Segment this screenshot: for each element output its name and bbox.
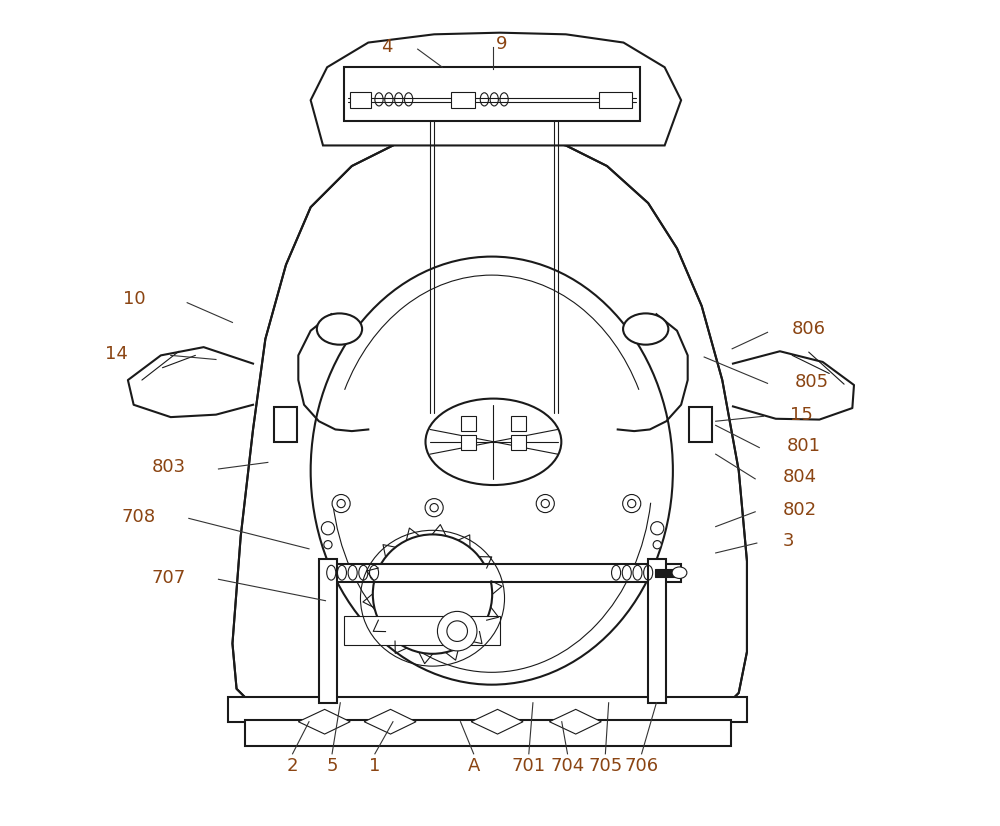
Polygon shape	[298, 710, 350, 734]
Text: 806: 806	[792, 320, 826, 338]
Text: 2: 2	[287, 757, 298, 775]
Ellipse shape	[651, 522, 664, 535]
Ellipse shape	[653, 540, 661, 548]
Text: 708: 708	[122, 508, 156, 525]
Bar	[599, 92, 632, 108]
Text: 4: 4	[381, 38, 393, 55]
Text: 705: 705	[588, 757, 622, 775]
Ellipse shape	[324, 540, 332, 548]
Ellipse shape	[425, 399, 561, 485]
Text: A: A	[467, 757, 480, 775]
Bar	[655, 568, 675, 577]
Polygon shape	[549, 710, 601, 734]
Polygon shape	[311, 33, 681, 145]
Text: 801: 801	[786, 437, 820, 455]
Bar	[511, 416, 526, 431]
Bar	[344, 67, 640, 121]
Bar	[689, 407, 712, 442]
Bar	[319, 558, 337, 703]
Ellipse shape	[672, 567, 687, 578]
Text: 707: 707	[151, 568, 186, 586]
Text: 15: 15	[790, 406, 813, 424]
Text: 3: 3	[782, 533, 794, 550]
Bar	[228, 697, 747, 722]
Text: 704: 704	[550, 757, 585, 775]
Ellipse shape	[447, 621, 467, 642]
Bar	[648, 558, 666, 703]
Ellipse shape	[430, 504, 438, 512]
Bar	[274, 407, 297, 442]
Bar	[461, 435, 476, 450]
Ellipse shape	[337, 500, 345, 508]
Ellipse shape	[332, 495, 350, 513]
Text: 10: 10	[123, 291, 146, 308]
Bar	[323, 563, 681, 582]
Bar	[511, 435, 526, 450]
Ellipse shape	[311, 257, 673, 685]
Text: 805: 805	[795, 373, 829, 391]
Ellipse shape	[541, 500, 549, 508]
Ellipse shape	[623, 313, 668, 344]
Ellipse shape	[321, 522, 335, 535]
Ellipse shape	[317, 313, 362, 344]
Bar	[461, 416, 476, 431]
Bar	[350, 92, 371, 108]
Text: 9: 9	[496, 36, 507, 53]
Text: 5: 5	[326, 757, 338, 775]
Polygon shape	[232, 133, 747, 718]
Text: 706: 706	[625, 757, 659, 775]
Ellipse shape	[425, 499, 443, 517]
Text: 804: 804	[782, 468, 816, 487]
Text: 1: 1	[369, 757, 381, 775]
Ellipse shape	[536, 495, 554, 513]
Text: 802: 802	[782, 501, 816, 519]
Ellipse shape	[373, 534, 492, 654]
Polygon shape	[364, 710, 416, 734]
Text: 14: 14	[105, 344, 128, 363]
Bar	[245, 720, 731, 747]
Ellipse shape	[437, 611, 477, 651]
Ellipse shape	[623, 495, 641, 513]
Ellipse shape	[628, 500, 636, 508]
Polygon shape	[471, 710, 523, 734]
Text: 803: 803	[151, 458, 186, 477]
Bar	[451, 92, 475, 108]
Text: 701: 701	[512, 757, 546, 775]
Bar	[344, 616, 500, 645]
